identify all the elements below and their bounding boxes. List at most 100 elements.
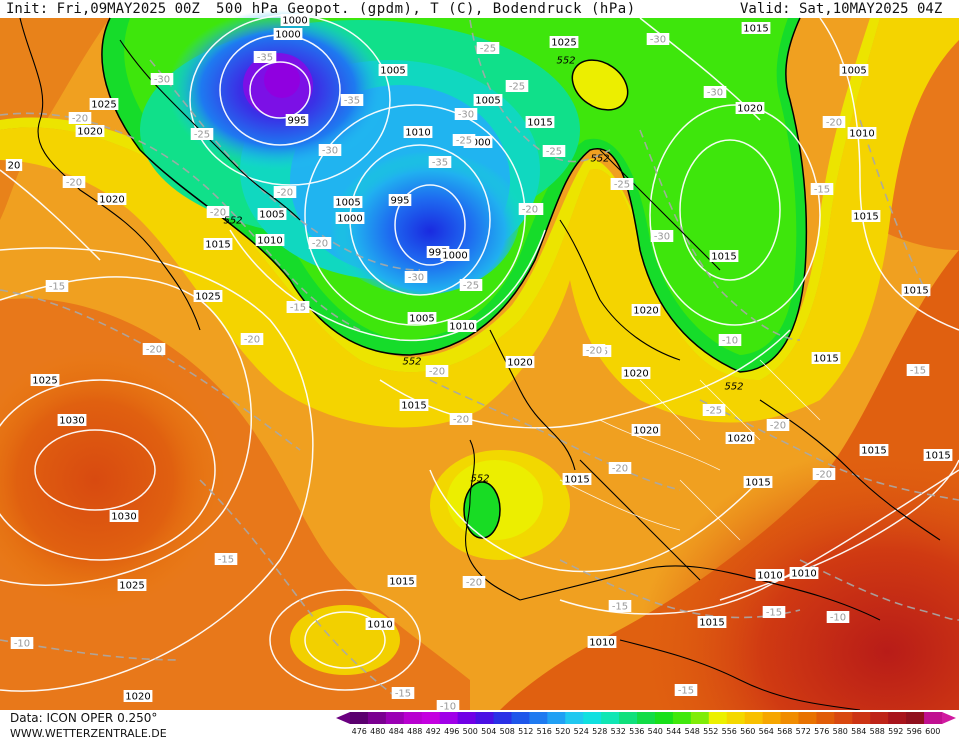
isobar-label: 1015: [811, 352, 841, 365]
svg-text:1020: 1020: [125, 692, 150, 703]
legend-value: 572: [795, 727, 811, 736]
legend-swatch: [780, 712, 799, 724]
isobar-label: 1015: [901, 284, 931, 297]
temperature-label: -30: [646, 33, 670, 46]
svg-text:-30: -30: [458, 110, 474, 121]
svg-text:20: 20: [8, 161, 21, 172]
temperature-label: -15: [286, 301, 310, 314]
temperature-label: -10: [10, 637, 34, 650]
legend-swatch: [493, 712, 512, 724]
temperature-label: -25: [459, 279, 483, 292]
legend-value: 600: [925, 727, 941, 736]
svg-text:-25: -25: [194, 130, 210, 141]
svg-text:-10: -10: [440, 702, 456, 713]
svg-text:-20: -20: [453, 415, 469, 426]
geopotential-552-contours: [101, 17, 808, 539]
legend-value: 496: [444, 727, 460, 736]
svg-text:1025: 1025: [32, 376, 57, 387]
temperature-labels: -35 -35 -30 -30 -25 -20 -20 -20 -25 -35 -30 -30 -25 -…: [10, 33, 930, 713]
svg-text:-30: -30: [154, 75, 170, 86]
temperature-label: -20: [582, 344, 606, 357]
geopotential-label: 552: [724, 382, 743, 393]
isobar-label: 1005: [378, 64, 408, 77]
legend-swatch: [601, 712, 620, 724]
svg-text:-15: -15: [49, 282, 65, 293]
temperature-label: -25: [505, 80, 529, 93]
isobar-label: 995: [285, 114, 309, 127]
coastlines: [19, 17, 941, 711]
svg-text:-35: -35: [257, 53, 273, 64]
temperature-label: -25: [542, 145, 566, 158]
legend-swatch: [762, 712, 782, 724]
legend-swatch: [565, 712, 584, 724]
legend-swatch: [852, 712, 871, 724]
legend-swatch: [385, 712, 405, 724]
legend-swatch: [619, 712, 638, 724]
svg-text:-20: -20: [244, 335, 260, 346]
isobar-label: 1010: [447, 320, 477, 333]
temperature-label: -20: [766, 419, 790, 432]
isobar-label: 1005: [257, 208, 287, 221]
isobar-label: 1020: [75, 125, 105, 138]
legend-value: 548: [684, 727, 700, 736]
svg-text:1015: 1015: [564, 475, 589, 486]
svg-text:552: 552: [470, 474, 489, 485]
svg-text:1010: 1010: [849, 129, 874, 140]
svg-text:1000: 1000: [275, 30, 300, 41]
isobar-label: 1015: [923, 449, 953, 462]
svg-text:-10: -10: [14, 639, 30, 650]
svg-text:-15: -15: [395, 689, 411, 700]
legend-swatch: [367, 712, 387, 724]
init-time-label: Init: Fri,09MAY2025 00Z: [6, 1, 200, 17]
legend-value: 520: [555, 727, 571, 736]
legend-value: 544: [666, 727, 682, 736]
svg-text:1020: 1020: [99, 195, 124, 206]
svg-text:-30: -30: [650, 35, 666, 46]
isobar-label: 1015: [525, 116, 555, 129]
svg-text:1015: 1015: [401, 401, 426, 412]
legend-value: 512: [518, 727, 534, 736]
legend-swatch: [708, 712, 728, 724]
temperature-label: -15: [810, 183, 834, 196]
temperature-label: -15: [674, 684, 698, 697]
svg-text:-20: -20: [612, 464, 628, 475]
temperature-label: -25: [190, 128, 214, 141]
svg-text:1020: 1020: [633, 306, 658, 317]
svg-text:-20: -20: [312, 239, 328, 250]
svg-text:-15: -15: [766, 608, 782, 619]
hot-region-southeast: [600, 420, 959, 710]
temperature-label: -25: [476, 42, 500, 55]
legend-value: 492: [425, 727, 441, 736]
isobar-label: 1000: [335, 212, 365, 225]
temperature-label: -35: [253, 51, 277, 64]
legend-value: 568: [777, 727, 793, 736]
svg-text:1015: 1015: [813, 354, 838, 365]
isobar-label: 1020: [725, 432, 755, 445]
svg-text:1020: 1020: [633, 426, 658, 437]
temperature-label: -20: [142, 343, 166, 356]
svg-text:1010: 1010: [367, 620, 392, 631]
svg-text:1010: 1010: [405, 128, 430, 139]
temperature-label: -15: [906, 364, 930, 377]
isobar-label: 1025: [117, 579, 147, 592]
isobar-label: 1005: [407, 312, 437, 325]
svg-text:1025: 1025: [91, 100, 116, 111]
legend-value: 576: [814, 727, 830, 736]
isobar-label: 1020: [505, 356, 535, 369]
temperature-label: -20: [822, 116, 846, 129]
temperature-label: -20: [240, 333, 264, 346]
legend-value: 536: [629, 727, 645, 736]
legend-value: 484: [388, 727, 404, 736]
legend-swatch: [457, 712, 477, 724]
svg-text:1005: 1005: [841, 66, 866, 77]
svg-text:1025: 1025: [551, 38, 576, 49]
temperature-label: -20: [308, 237, 332, 250]
svg-text:1030: 1030: [111, 512, 136, 523]
yellow-band-north: [0, 18, 959, 428]
low-center-gradient: [320, 135, 520, 295]
legend-swatch: [637, 712, 656, 724]
isobar-label: 20: [5, 159, 23, 172]
isobar-label: 1005: [839, 64, 869, 77]
svg-text:1005: 1005: [335, 198, 360, 209]
svg-text:1020: 1020: [623, 369, 648, 380]
